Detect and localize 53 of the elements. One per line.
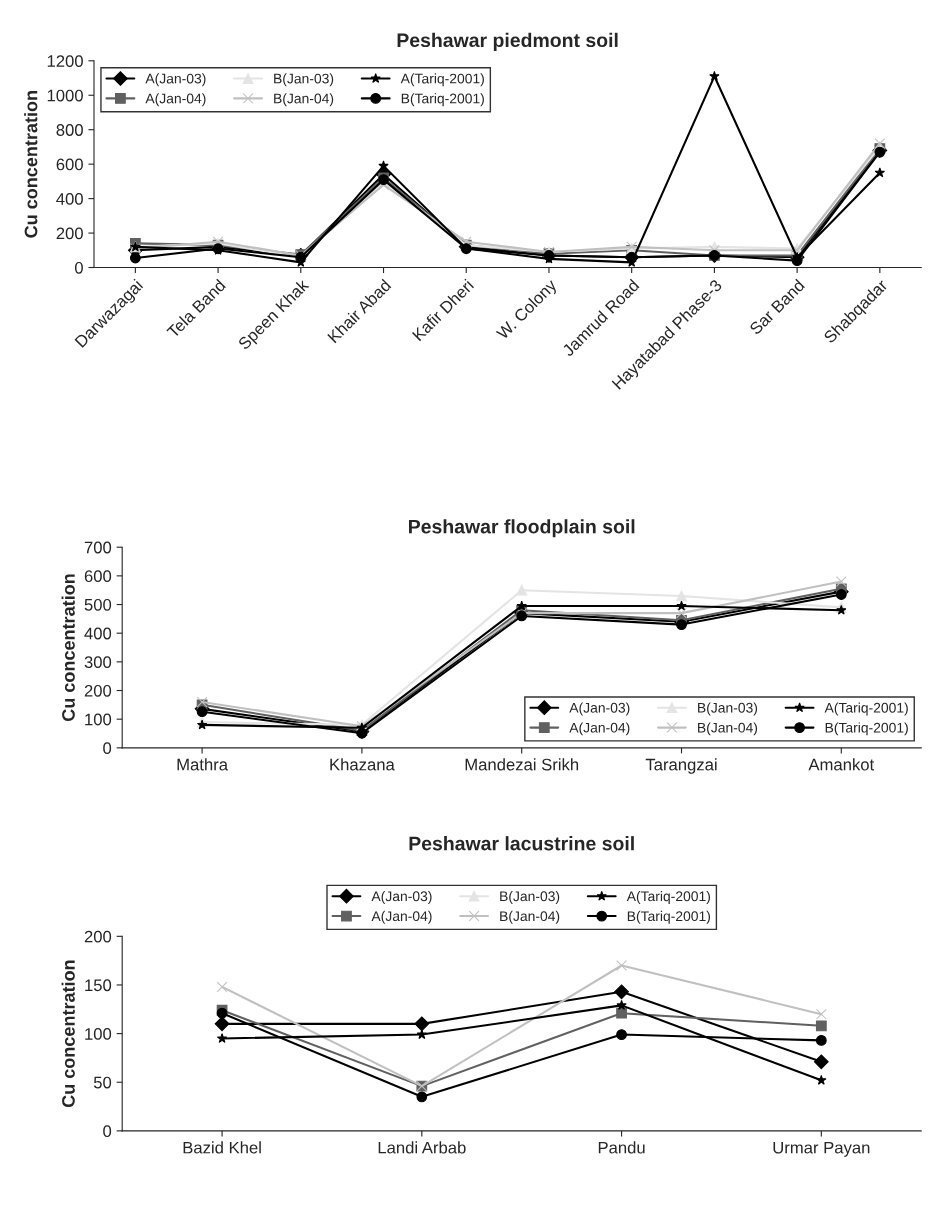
- y-tick-label: 0: [103, 1125, 112, 1138]
- x-tick-label: Landi Arbab: [378, 1141, 466, 1154]
- x-tick-label: Amankot: [808, 758, 875, 771]
- x-tick-label: Urmar Payan: [773, 1141, 870, 1157]
- chart-title: Peshawar piedmont soil: [397, 32, 618, 51]
- chart-title: Peshawar floodplain soil: [409, 519, 635, 538]
- legend-label: B(Tariq-2001): [627, 910, 710, 924]
- x-tick-label: Bazid Khel: [183, 1141, 261, 1154]
- legend-label: A(Jan-03): [145, 73, 206, 87]
- x-tick-label: Mandezai Srikh: [465, 758, 579, 771]
- legend-label: A(Jan-03): [371, 890, 432, 904]
- legend-label: B(Jan-03): [500, 890, 560, 904]
- y-tick-label: 200: [84, 930, 112, 943]
- y-axis-title: Cu concentration: [24, 91, 38, 238]
- legend-label: B(Jan-04): [698, 722, 758, 736]
- x-tick-label: Mathra: [177, 758, 229, 771]
- legend-label: A(Jan-03): [569, 702, 630, 716]
- y-tick-label: 500: [84, 598, 112, 611]
- y-tick-label: 200: [84, 684, 112, 697]
- y-tick-label: 400: [84, 627, 112, 640]
- legend-label: A(Jan-04): [145, 93, 206, 107]
- y-tick-label: 1200: [47, 55, 83, 67]
- legend-label: B(Jan-03): [698, 702, 758, 716]
- legend-label: A(Tariq-2001): [824, 702, 908, 716]
- y-tick-label: 600: [56, 158, 83, 171]
- x-tick-label: Pandu: [598, 1141, 645, 1154]
- y-tick-label: 100: [85, 1028, 112, 1040]
- x-tick-label: Tarangzai: [645, 758, 717, 774]
- y-tick-label: 300: [84, 656, 112, 669]
- legend-label: B(Jan-03): [274, 73, 334, 87]
- legend-label: B(Tariq-2001): [401, 93, 484, 107]
- legend-label: A(Tariq-2001): [626, 890, 710, 904]
- legend-label: A(Jan-04): [569, 722, 630, 736]
- y-tick-label: 600: [84, 570, 112, 583]
- y-tick-label: 800: [56, 124, 83, 136]
- legend-label: B(Jan-04): [274, 93, 334, 107]
- y-tick-label: 0: [103, 742, 112, 755]
- legend-label: A(Jan-04): [371, 910, 432, 924]
- legend-label: A(Tariq-2001): [400, 73, 484, 87]
- y-tick-label: 200: [56, 227, 83, 240]
- y-axis-title: Cu concentration: [61, 960, 75, 1108]
- y-tick-label: 150: [85, 979, 112, 992]
- y-tick-label: 100: [85, 713, 112, 726]
- y-tick-label: 400: [56, 193, 83, 205]
- x-tick-label: Khazana: [330, 758, 395, 771]
- y-axis-title: Cu concentration: [61, 574, 75, 721]
- y-tick-label: 1000: [47, 89, 83, 102]
- y-tick-label: 700: [84, 541, 112, 554]
- chart-title: Peshawar lacustrine soil: [409, 836, 634, 851]
- legend-label: B(Jan-04): [500, 910, 560, 924]
- y-tick-label: 50: [93, 1076, 112, 1089]
- y-tick-label: 0: [74, 261, 83, 274]
- legend-label: B(Tariq-2001): [825, 722, 908, 736]
